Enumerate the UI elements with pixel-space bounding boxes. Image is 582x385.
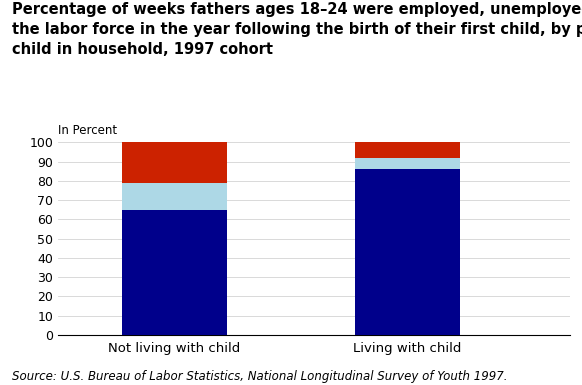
Bar: [122, 210, 227, 335]
Bar: [122, 142, 227, 183]
Bar: [355, 169, 460, 335]
Text: Source: U.S. Bureau of Labor Statistics, National Longitudinal Survey of Youth 1: Source: U.S. Bureau of Labor Statistics,…: [12, 370, 507, 383]
Bar: [355, 142, 460, 158]
Text: In Percent: In Percent: [58, 124, 118, 137]
Text: Percentage of weeks fathers ages 18–24 were employed, unemployed, or out of
the : Percentage of weeks fathers ages 18–24 w…: [12, 2, 582, 57]
Bar: [355, 158, 460, 169]
Bar: [122, 183, 227, 210]
